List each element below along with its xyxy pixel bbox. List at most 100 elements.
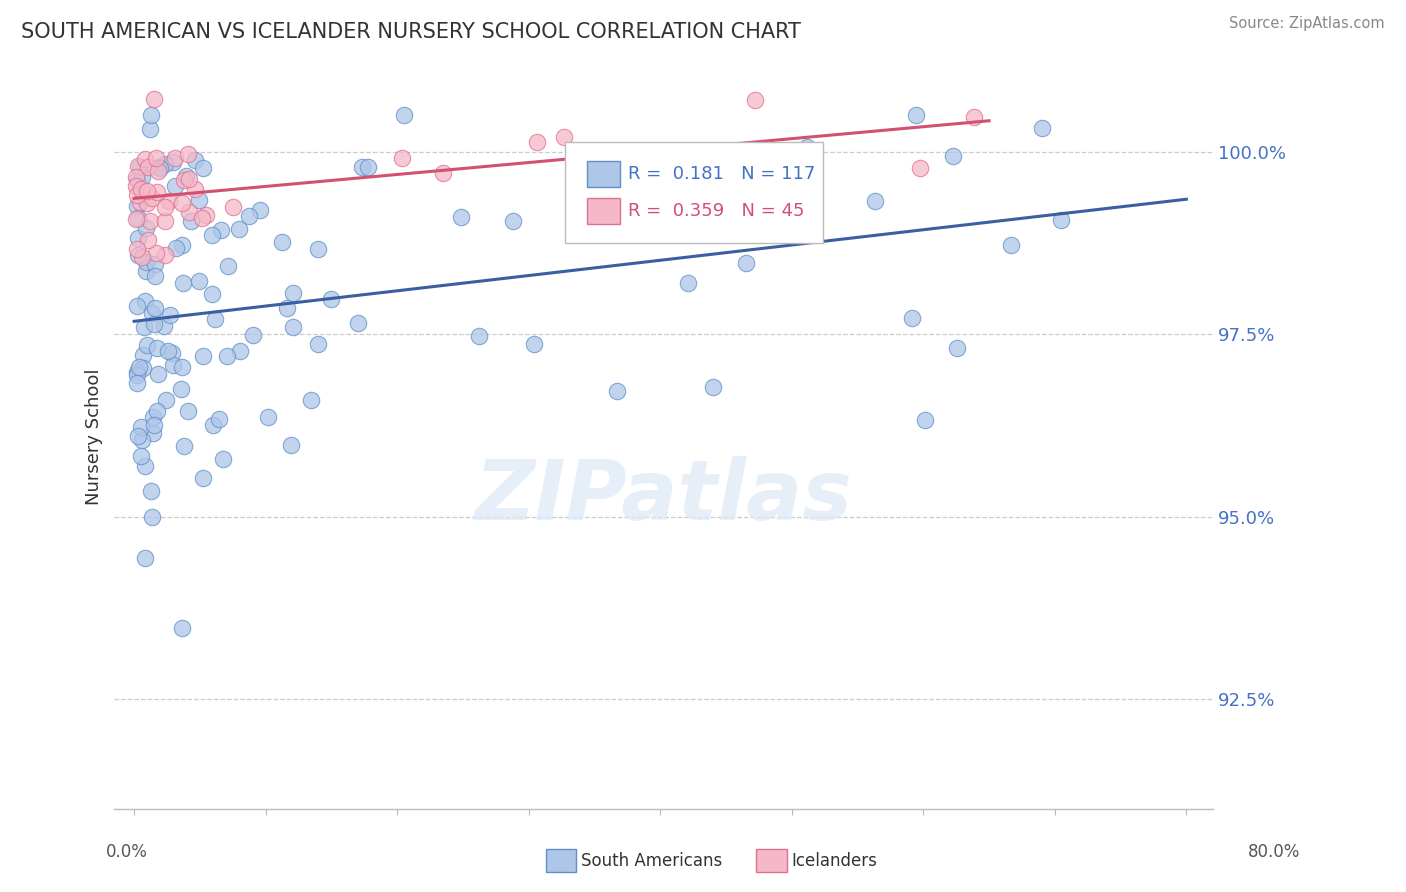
Point <box>201 286 224 301</box>
Point <box>134 293 156 308</box>
Point <box>249 202 271 217</box>
Point <box>744 93 766 107</box>
Point <box>124 212 146 227</box>
Point <box>257 409 280 424</box>
Point <box>142 410 165 425</box>
Point <box>134 152 156 166</box>
Point <box>352 160 374 174</box>
Point <box>149 161 172 175</box>
Point <box>796 140 818 154</box>
Text: SOUTH AMERICAN VS ICELANDER NURSERY SCHOOL CORRELATION CHART: SOUTH AMERICAN VS ICELANDER NURSERY SCHO… <box>21 22 801 42</box>
Point <box>136 160 159 174</box>
Point <box>280 438 302 452</box>
Point <box>392 108 415 122</box>
Point <box>143 301 166 315</box>
Point <box>143 257 166 271</box>
Point <box>165 179 187 194</box>
Point <box>160 346 183 360</box>
Point <box>281 285 304 300</box>
Point <box>127 173 149 187</box>
Point <box>162 358 184 372</box>
FancyBboxPatch shape <box>565 143 823 243</box>
Point <box>135 185 157 199</box>
Point <box>217 260 239 274</box>
Point <box>142 417 165 432</box>
Point <box>526 136 548 150</box>
Point <box>945 342 967 356</box>
Point <box>180 214 202 228</box>
Point <box>155 392 177 407</box>
Point <box>613 150 636 164</box>
Point <box>125 179 148 194</box>
Point <box>676 276 699 290</box>
Text: Source: ZipAtlas.com: Source: ZipAtlas.com <box>1229 16 1385 31</box>
Point <box>900 311 922 326</box>
Point <box>153 319 176 334</box>
Point <box>141 483 163 498</box>
Point <box>734 256 756 270</box>
Point <box>127 211 149 226</box>
Point <box>908 161 931 175</box>
Point <box>135 221 157 235</box>
Point <box>301 393 323 408</box>
Point <box>209 223 232 237</box>
Point <box>172 196 194 211</box>
Point <box>148 160 170 174</box>
Point <box>165 241 187 255</box>
Point <box>238 209 260 223</box>
Point <box>905 108 928 122</box>
Point <box>191 471 214 485</box>
Point <box>172 238 194 252</box>
Point <box>942 148 965 162</box>
Point <box>191 211 214 225</box>
Point <box>153 157 176 171</box>
Point <box>131 169 153 184</box>
Point <box>347 316 370 330</box>
Point <box>620 164 643 178</box>
Point <box>242 327 264 342</box>
Text: South Americans: South Americans <box>581 852 721 870</box>
Point <box>129 449 152 463</box>
Point <box>131 250 153 264</box>
Text: R =  0.359   N = 45: R = 0.359 N = 45 <box>628 202 804 219</box>
Point <box>125 169 148 184</box>
Point <box>146 341 169 355</box>
Point <box>201 417 224 432</box>
Point <box>159 308 181 322</box>
Point <box>799 176 821 190</box>
Point <box>307 242 329 256</box>
Point <box>146 404 169 418</box>
Point <box>145 151 167 165</box>
Point <box>132 319 155 334</box>
Point <box>128 160 150 174</box>
Point <box>136 195 159 210</box>
Point <box>432 166 454 180</box>
Point <box>172 277 194 291</box>
Point <box>229 343 252 358</box>
Point <box>172 621 194 635</box>
Point <box>138 214 160 228</box>
Point <box>215 349 238 363</box>
Point <box>179 204 201 219</box>
Point <box>129 420 152 434</box>
Point <box>127 231 149 245</box>
Point <box>281 320 304 334</box>
Point <box>212 451 235 466</box>
Point <box>128 360 150 375</box>
Point <box>176 403 198 417</box>
Point <box>135 263 157 277</box>
Point <box>157 194 180 209</box>
Point <box>141 306 163 320</box>
Point <box>170 382 193 396</box>
Point <box>139 122 162 136</box>
Text: ZIPatlas: ZIPatlas <box>475 456 852 537</box>
Point <box>1000 237 1022 252</box>
Point <box>125 365 148 379</box>
Point <box>134 459 156 474</box>
Point <box>184 153 207 167</box>
Point <box>125 368 148 382</box>
Point <box>146 163 169 178</box>
Point <box>132 348 155 362</box>
Point <box>162 154 184 169</box>
Point <box>468 329 491 343</box>
